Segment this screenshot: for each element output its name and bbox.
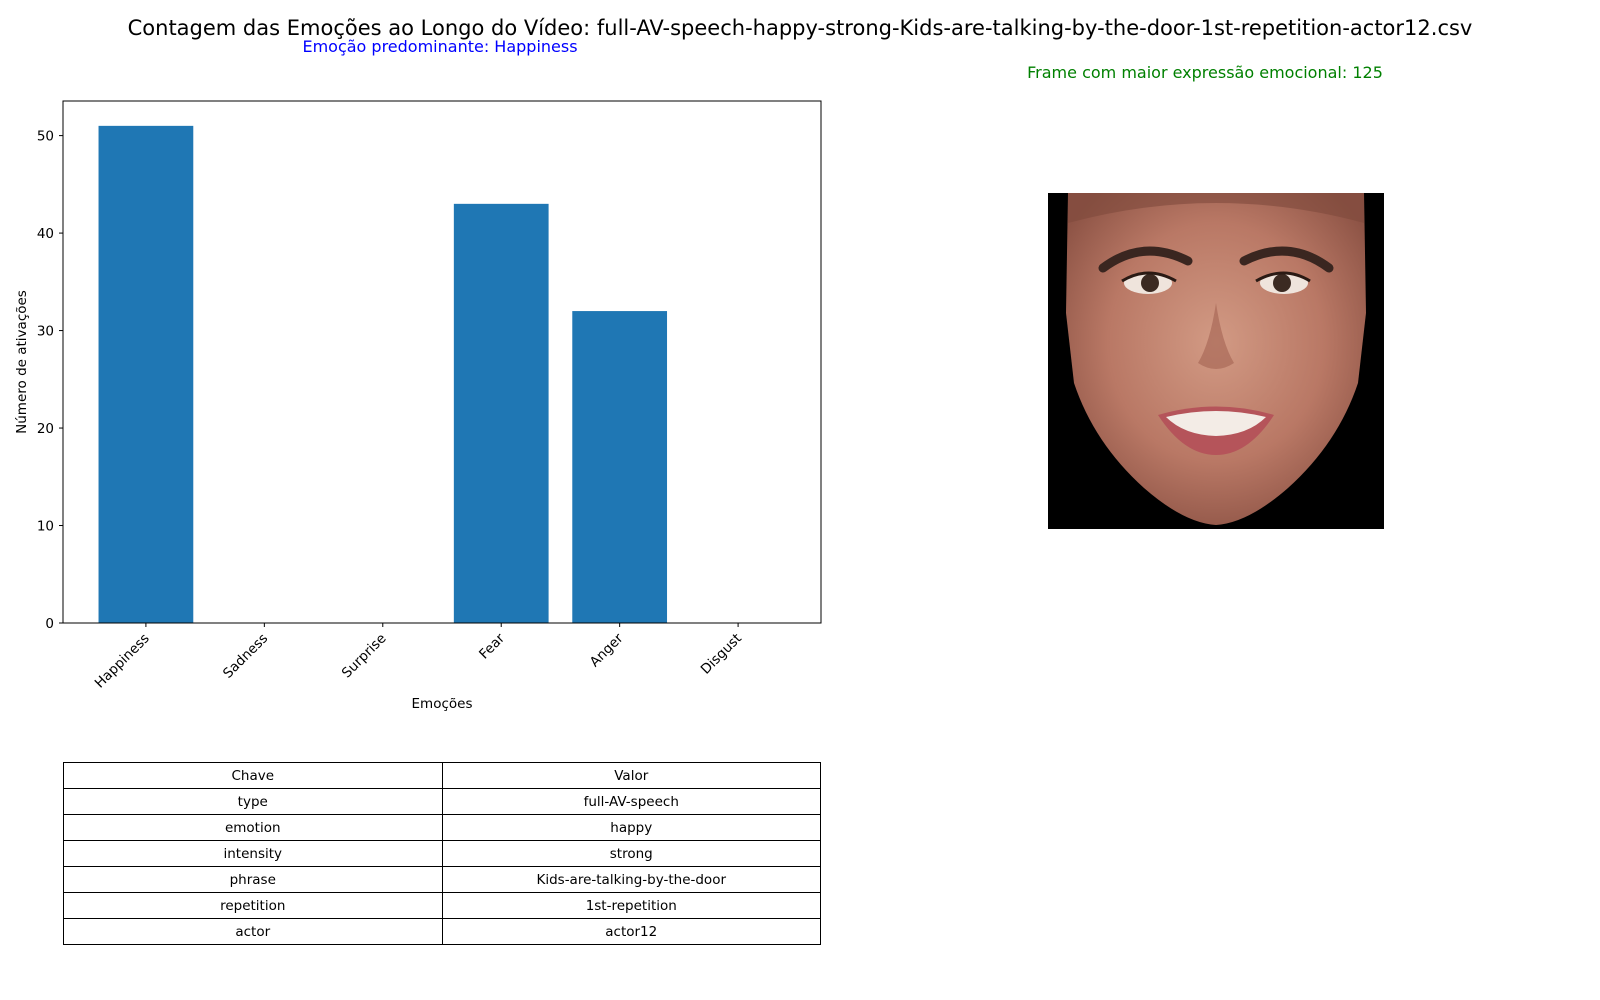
table-row: emotion happy bbox=[63, 814, 821, 841]
y-tick-label: 30 bbox=[37, 324, 54, 340]
x-tick-label-fear: Fear bbox=[476, 630, 508, 662]
x-axis-label: Emoções bbox=[412, 696, 473, 712]
emotion-bar-chart: 0 10 20 30 40 50 Happiness Sadness Surprise Fear… bbox=[14, 100, 822, 712]
bar-happiness bbox=[98, 125, 194, 623]
table-row: phrase Kids-are-talking-by-the-door bbox=[63, 866, 821, 893]
metadata-table: Chave Valor type full-AV-speech emotion happy… bbox=[63, 762, 821, 945]
y-axis: 0 10 20 30 40 50 bbox=[37, 129, 63, 632]
peak-frame-label: Frame com maior expressão emocional: 125 bbox=[1027, 63, 1383, 82]
table-key-cell: Chave bbox=[63, 762, 443, 789]
bars-group bbox=[98, 125, 668, 623]
y-tick-label: 0 bbox=[45, 616, 54, 632]
x-axis: Happiness Sadness Surprise Fear Anger Disgust bbox=[92, 623, 745, 692]
table-value-cell: strong bbox=[441, 840, 821, 867]
table-row: type full-AV-speech bbox=[63, 788, 821, 815]
table-header-row: Chave Valor bbox=[63, 762, 821, 789]
y-tick-label: 10 bbox=[37, 519, 54, 535]
table-value-cell: actor12 bbox=[441, 918, 821, 945]
smiling-face-icon bbox=[1048, 193, 1384, 529]
table-key-cell: phrase bbox=[63, 866, 443, 893]
x-tick-label-sadness: Sadness bbox=[220, 631, 271, 682]
x-tick-label-disgust: Disgust bbox=[698, 631, 745, 678]
table-key-cell: repetition bbox=[63, 892, 443, 919]
axes-frame bbox=[62, 100, 822, 624]
y-tick-label: 50 bbox=[37, 129, 54, 145]
table-value-cell: full-AV-speech bbox=[441, 788, 821, 815]
table-value-cell: happy bbox=[441, 814, 821, 841]
table-row: intensity strong bbox=[63, 840, 821, 867]
table-value-cell: Kids-are-talking-by-the-door bbox=[441, 866, 821, 893]
table-row: repetition 1st-repetition bbox=[63, 892, 821, 919]
y-tick-label: 40 bbox=[37, 226, 54, 242]
x-tick-label-happiness: Happiness bbox=[92, 631, 153, 692]
x-tick-label-surprise: Surprise bbox=[339, 631, 390, 682]
figure-title: Contagem das Emoções ao Longo do Vídeo: … bbox=[127, 16, 1473, 40]
predominant-emotion-label: Emoção predominante: Happiness bbox=[302, 37, 578, 56]
bar-fear bbox=[453, 203, 549, 623]
table-row: actor actor12 bbox=[63, 918, 821, 945]
table-key-cell: type bbox=[63, 788, 443, 815]
x-tick-label-anger: Anger bbox=[587, 630, 627, 670]
peak-frame-image bbox=[1048, 193, 1384, 529]
table-key-cell: intensity bbox=[63, 840, 443, 867]
table-key-cell: emotion bbox=[63, 814, 443, 841]
table-key-cell: actor bbox=[63, 918, 443, 945]
table-value-cell: 1st-repetition bbox=[441, 892, 821, 919]
y-axis-label: Número de ativações bbox=[14, 290, 30, 434]
bar-anger bbox=[572, 311, 668, 623]
y-tick-label: 20 bbox=[37, 421, 54, 437]
table-value-cell: Valor bbox=[441, 762, 821, 789]
